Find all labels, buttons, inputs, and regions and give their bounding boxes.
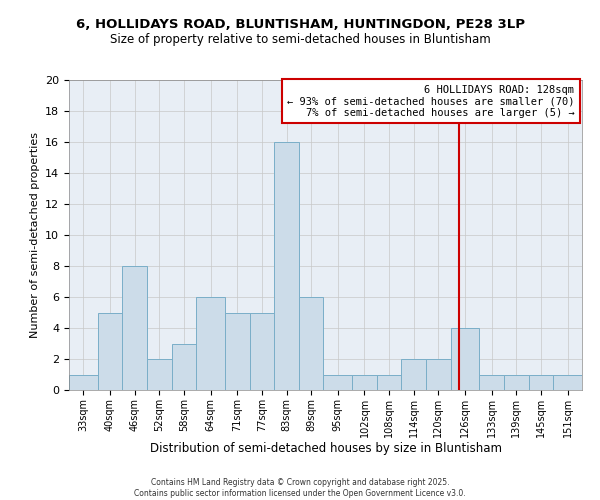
Bar (225, 312, 250, 390)
Bar (98, 312, 122, 390)
Bar (147, 359, 172, 390)
Bar (69, 374, 98, 390)
Bar (553, 374, 582, 390)
Bar (172, 344, 196, 390)
Bar (122, 266, 147, 390)
Bar (274, 142, 299, 390)
Text: 6 HOLLIDAYS ROAD: 128sqm
← 93% of semi-detached houses are smaller (70)
7% of se: 6 HOLLIDAYS ROAD: 128sqm ← 93% of semi-d… (287, 84, 574, 118)
Y-axis label: Number of semi-detached properties: Number of semi-detached properties (29, 132, 40, 338)
Bar (352, 374, 377, 390)
Bar (250, 312, 274, 390)
Bar (323, 374, 352, 390)
Bar (377, 374, 401, 390)
Bar (504, 374, 529, 390)
Text: Size of property relative to semi-detached houses in Bluntisham: Size of property relative to semi-detach… (110, 32, 490, 46)
Bar (299, 297, 323, 390)
X-axis label: Distribution of semi-detached houses by size in Bluntisham: Distribution of semi-detached houses by … (149, 442, 502, 456)
Bar (529, 374, 553, 390)
Text: 6, HOLLIDAYS ROAD, BLUNTISHAM, HUNTINGDON, PE28 3LP: 6, HOLLIDAYS ROAD, BLUNTISHAM, HUNTINGDO… (76, 18, 524, 30)
Bar (426, 359, 451, 390)
Text: Contains HM Land Registry data © Crown copyright and database right 2025.
Contai: Contains HM Land Registry data © Crown c… (134, 478, 466, 498)
Bar (451, 328, 479, 390)
Bar (196, 297, 225, 390)
Bar (479, 374, 504, 390)
Bar (401, 359, 426, 390)
